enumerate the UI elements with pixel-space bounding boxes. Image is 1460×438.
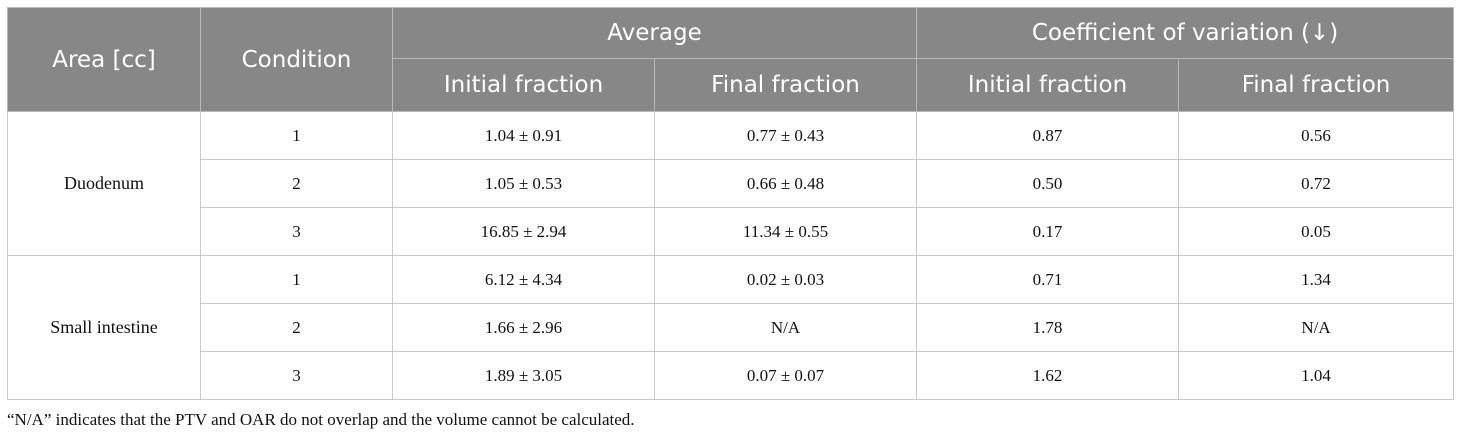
header-area: Area [cc] (7, 7, 201, 112)
header-cov-initial-fraction: Initial fraction (916, 58, 1180, 112)
average-final-cell: 0.66 ± 0.48 (653, 159, 918, 208)
condition-cell: 2 (200, 303, 393, 352)
header-coefficient-of-variation: Coefficient of variation (↓) (916, 7, 1455, 59)
cov-initial-cell: 1.78 (916, 303, 1180, 352)
header-average-final-fraction: Final fraction (653, 58, 918, 112)
average-initial-cell: 1.89 ± 3.05 (392, 351, 655, 400)
cov-final-cell: 1.04 (1178, 351, 1455, 400)
header-row-2: Initial fraction Final fraction Initial … (8, 58, 1455, 112)
table-footnote: “N/A” indicates that the PTV and OAR do … (7, 410, 635, 429)
table-row: Duodenum 1 1.04 ± 0.91 0.77 ± 0.43 0.87 … (7, 111, 1455, 256)
condition-cell: 3 (200, 351, 393, 400)
table-row: Small intestine 1 6.12 ± 4.34 0.02 ± 0.0… (7, 255, 1455, 400)
cov-initial-cell: 0.50 (916, 159, 1180, 208)
average-initial-cell: 1.04 ± 0.91 (392, 111, 655, 160)
average-final-cell: 0.77 ± 0.43 (653, 111, 918, 160)
results-table: Area [cc] Condition Average Coefficient … (7, 7, 1455, 400)
area-cell-duodenum: Duodenum (7, 111, 201, 256)
cov-initial-cell: 0.87 (916, 111, 1180, 160)
header-average: Average (391, 7, 918, 59)
cov-final-cell: 0.72 (1178, 159, 1455, 208)
table-row: 3 16.85 ± 2.94 11.34 ± 0.55 0.17 0.05 (8, 207, 1455, 256)
condition-cell: 2 (200, 159, 393, 208)
header-cov-final-fraction: Final fraction (1178, 58, 1455, 112)
average-initial-cell: 1.05 ± 0.53 (392, 159, 655, 208)
cov-initial-cell: 1.62 (916, 351, 1180, 400)
header-condition: Condition (200, 7, 393, 112)
average-initial-cell: 1.66 ± 2.96 (392, 303, 655, 352)
cov-final-cell: 0.56 (1178, 111, 1455, 160)
cov-final-cell: 1.34 (1178, 255, 1455, 304)
table-row: 3 1.89 ± 3.05 0.07 ± 0.07 1.62 1.04 (8, 351, 1455, 400)
average-final-cell: 11.34 ± 0.55 (653, 207, 918, 256)
average-final-cell: 0.02 ± 0.03 (653, 255, 918, 304)
results-table-container: Area [cc] Condition Average Coefficient … (7, 7, 1455, 400)
condition-cell: 3 (200, 207, 393, 256)
header-row-1: Area [cc] Condition Average Coefficient … (7, 7, 1455, 112)
table-row: 2 1.66 ± 2.96 N/A 1.78 N/A (8, 303, 1455, 352)
area-cell-small-intestine: Small intestine (7, 255, 201, 400)
average-initial-cell: 16.85 ± 2.94 (392, 207, 655, 256)
condition-cell: 1 (200, 111, 393, 160)
cov-initial-cell: 0.17 (916, 207, 1180, 256)
header-average-initial-fraction: Initial fraction (392, 58, 655, 112)
average-initial-cell: 6.12 ± 4.34 (392, 255, 655, 304)
average-final-cell: N/A (653, 303, 918, 352)
average-final-cell: 0.07 ± 0.07 (653, 351, 918, 400)
cov-final-cell: 0.05 (1178, 207, 1455, 256)
cov-initial-cell: 0.71 (916, 255, 1180, 304)
table-row: 2 1.05 ± 0.53 0.66 ± 0.48 0.50 0.72 (8, 159, 1455, 208)
condition-cell: 1 (200, 255, 393, 304)
cov-final-cell: N/A (1178, 303, 1455, 352)
